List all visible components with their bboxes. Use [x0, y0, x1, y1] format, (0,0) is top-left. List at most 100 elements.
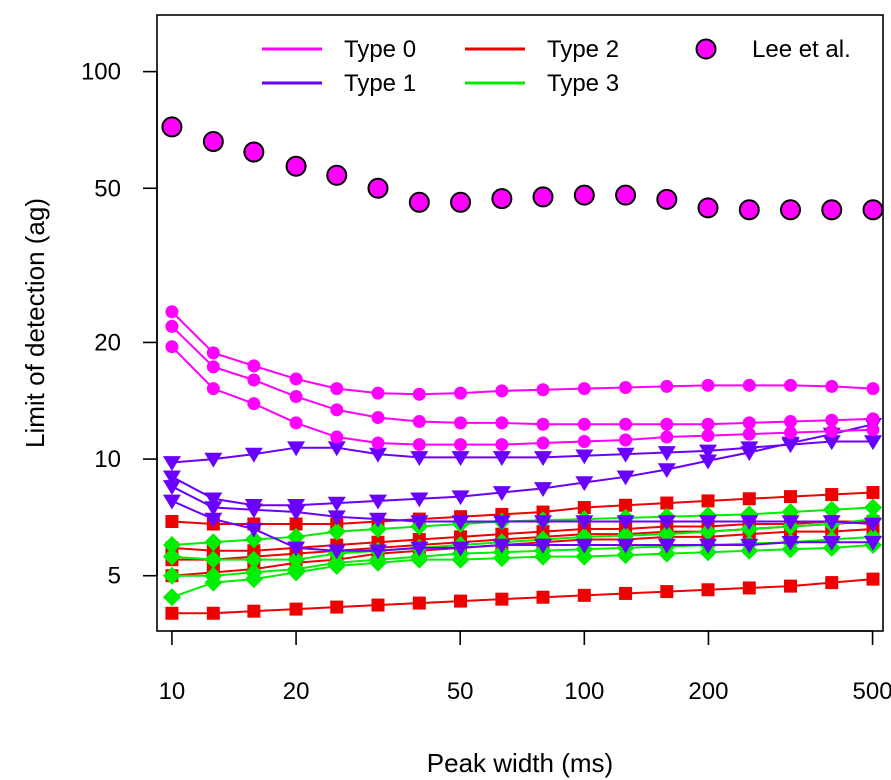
data-point: [327, 544, 346, 560]
data-point: [206, 606, 220, 620]
data-point: [699, 538, 718, 554]
data-point: [701, 494, 715, 508]
y-tick-label: 50: [94, 175, 121, 202]
data-point: [660, 496, 674, 510]
data-point: [368, 544, 387, 560]
data-point: [330, 600, 344, 614]
data-point: [783, 378, 797, 392]
y-tick-label: 20: [94, 329, 121, 356]
data-point: [204, 501, 223, 517]
data-point: [616, 538, 635, 554]
data-point: [534, 515, 553, 531]
data-point: [371, 411, 385, 425]
data-point: [204, 573, 223, 592]
data-point: [326, 164, 348, 186]
data-point: [368, 553, 387, 572]
data-point: [368, 520, 387, 539]
data-point: [412, 415, 426, 429]
data-point: [779, 199, 801, 221]
data-point: [162, 588, 181, 607]
data-point: [287, 541, 306, 557]
data-point: [577, 435, 591, 449]
data-point: [866, 423, 880, 437]
data-point: [742, 427, 756, 441]
data-point: [244, 522, 263, 538]
data-point: [783, 426, 797, 440]
data-point: [532, 186, 554, 208]
data-point: [619, 417, 633, 431]
legend-item-type-0: Type 0: [262, 36, 416, 63]
data-point: [327, 522, 346, 541]
data-point: [247, 397, 261, 411]
series-line: [171, 325, 874, 426]
data-point: [202, 131, 224, 153]
data-point: [368, 447, 387, 463]
data-point: [534, 451, 553, 466]
y-tick-label: 10: [94, 446, 121, 473]
data-point: [162, 494, 181, 510]
data-point: [825, 424, 839, 438]
series-type-0: [165, 305, 880, 401]
data-point: [285, 155, 307, 177]
series-lee-et-al-: [161, 116, 884, 221]
data-point: [783, 490, 797, 504]
data-point: [575, 547, 594, 566]
data-point: [657, 525, 676, 544]
data-point: [162, 470, 181, 486]
data-point: [371, 386, 385, 400]
data-point: [454, 594, 468, 608]
data-point: [371, 598, 385, 612]
data-point: [371, 436, 385, 450]
legend-item-type-1: Type 1: [262, 70, 416, 97]
data-point: [368, 494, 387, 510]
data-point: [289, 372, 303, 386]
data-point: [204, 452, 223, 468]
y-tick-label: 100: [81, 59, 121, 86]
data-point: [287, 550, 306, 569]
data-point: [616, 447, 635, 463]
data-point: [287, 527, 306, 546]
data-point: [451, 550, 470, 569]
data-point: [619, 498, 633, 512]
data-point: [742, 416, 756, 430]
data-point: [412, 438, 426, 452]
data-point: [742, 581, 756, 595]
data-point: [162, 547, 181, 566]
data-point: [862, 199, 884, 221]
data-point: [701, 417, 715, 431]
data-point: [367, 177, 389, 199]
data-point: [412, 387, 426, 401]
data-point: [534, 482, 553, 497]
data-point: [534, 547, 553, 566]
series-line: [171, 311, 874, 396]
data-point: [660, 430, 674, 444]
legend-label: Type 1: [344, 70, 416, 97]
data-point: [740, 515, 759, 531]
data-point: [287, 441, 306, 457]
data-point: [451, 541, 470, 557]
data-point: [412, 596, 426, 610]
data-point: [451, 490, 470, 506]
data-point: [327, 496, 346, 512]
data-point: [287, 563, 306, 582]
data-point: [330, 403, 344, 417]
data-point: [289, 416, 303, 430]
legend-label: Type 2: [547, 36, 619, 63]
data-point: [162, 456, 181, 472]
data-point: [740, 538, 759, 554]
data-point: [492, 549, 511, 568]
data-point: [165, 319, 179, 333]
data-point: [289, 390, 303, 404]
data-point: [699, 515, 718, 531]
data-point: [161, 116, 183, 138]
data-point: [206, 382, 220, 396]
data-point: [495, 592, 509, 606]
data-point: [825, 488, 839, 502]
x-tick-label: 20: [283, 678, 310, 705]
series-line: [171, 578, 874, 615]
data-point: [616, 470, 635, 486]
series-line: [171, 485, 874, 525]
legend-label: Type 3: [547, 70, 619, 97]
